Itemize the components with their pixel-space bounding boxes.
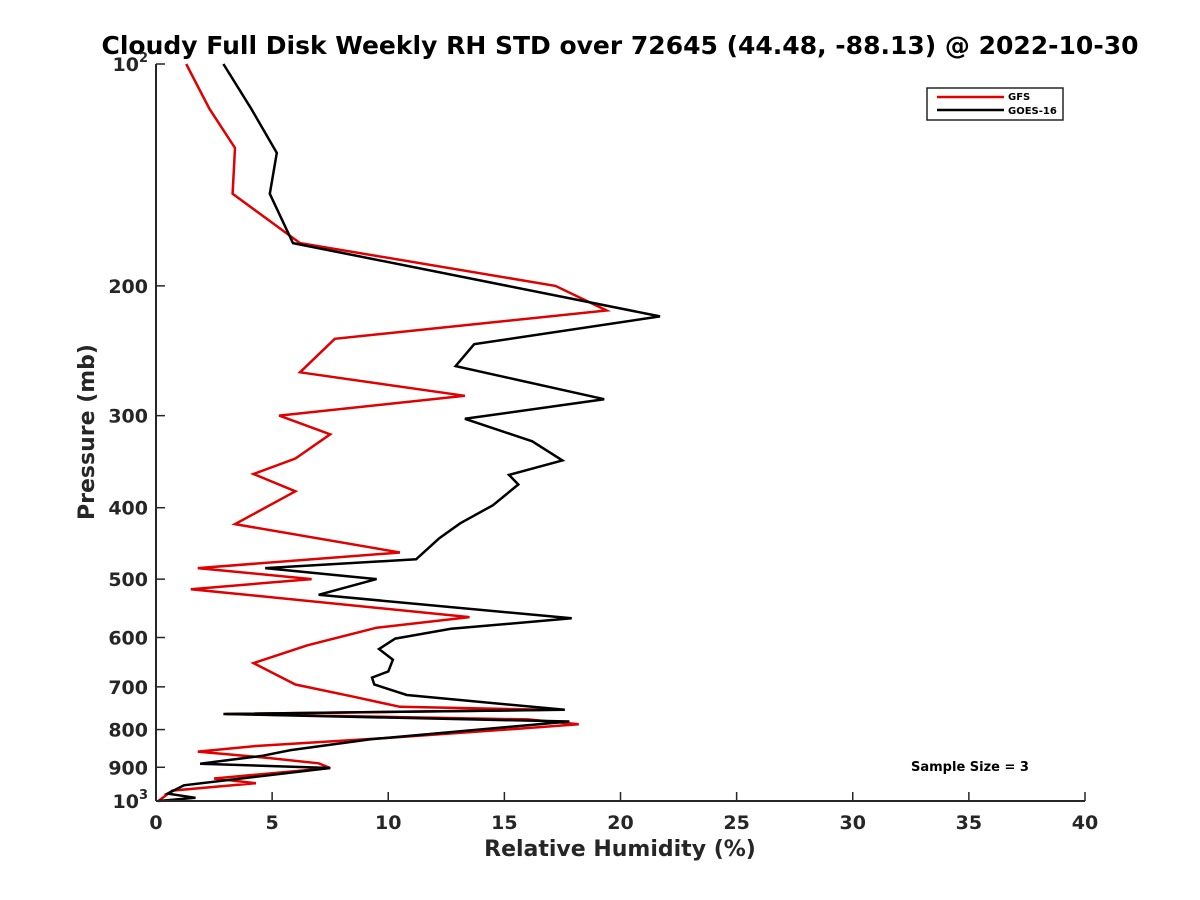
legend-box — [926, 87, 1064, 121]
y-tick-label: 103 — [113, 788, 149, 813]
x-tick-label: 15 — [491, 812, 517, 834]
legend: GFS GOES-16 — [926, 87, 1064, 121]
plot-area — [157, 63, 661, 803]
x-tick-label: 40 — [1072, 812, 1098, 834]
y-tick-label: 400 — [108, 498, 148, 520]
x-tick-label: 35 — [956, 812, 982, 834]
x-tick-label: 0 — [149, 812, 162, 834]
y-tick-label: 900 — [108, 757, 148, 779]
y-axis-label: Pressure (mb) — [75, 344, 100, 520]
x-tick-label: 10 — [375, 812, 401, 834]
y-tick-label: 500 — [108, 569, 148, 591]
chart-title: Cloudy Full Disk Weekly RH STD over 7264… — [101, 31, 1138, 60]
x-tick-label: 25 — [723, 812, 749, 834]
x-axis-label: Relative Humidity (%) — [484, 837, 756, 862]
x-tick-label: 5 — [266, 812, 279, 834]
y-tick-label: 800 — [108, 720, 148, 742]
x-tick-label: 30 — [840, 812, 866, 834]
y-tick-label: 600 — [108, 627, 148, 649]
legend-label-gfs: GFS — [1008, 92, 1030, 103]
sample-size-annotation: Sample Size = 3 — [911, 760, 1029, 775]
series-line-goes16 — [158, 63, 661, 803]
y-tick-label: 700 — [108, 677, 148, 699]
series-line-gfs — [157, 63, 612, 803]
x-ticks: 0 5 10 15 20 25 30 35 40 — [149, 792, 1098, 834]
x-tick-label: 20 — [607, 812, 633, 834]
legend-label-goes16: GOES-16 — [1008, 106, 1057, 117]
y-tick-label: 200 — [108, 276, 148, 298]
y-tick-label: 102 — [113, 51, 149, 76]
y-tick-label: 300 — [108, 406, 148, 428]
y-ticks: 102 200 300 400 500 600 700 800 900 103 — [108, 51, 165, 813]
